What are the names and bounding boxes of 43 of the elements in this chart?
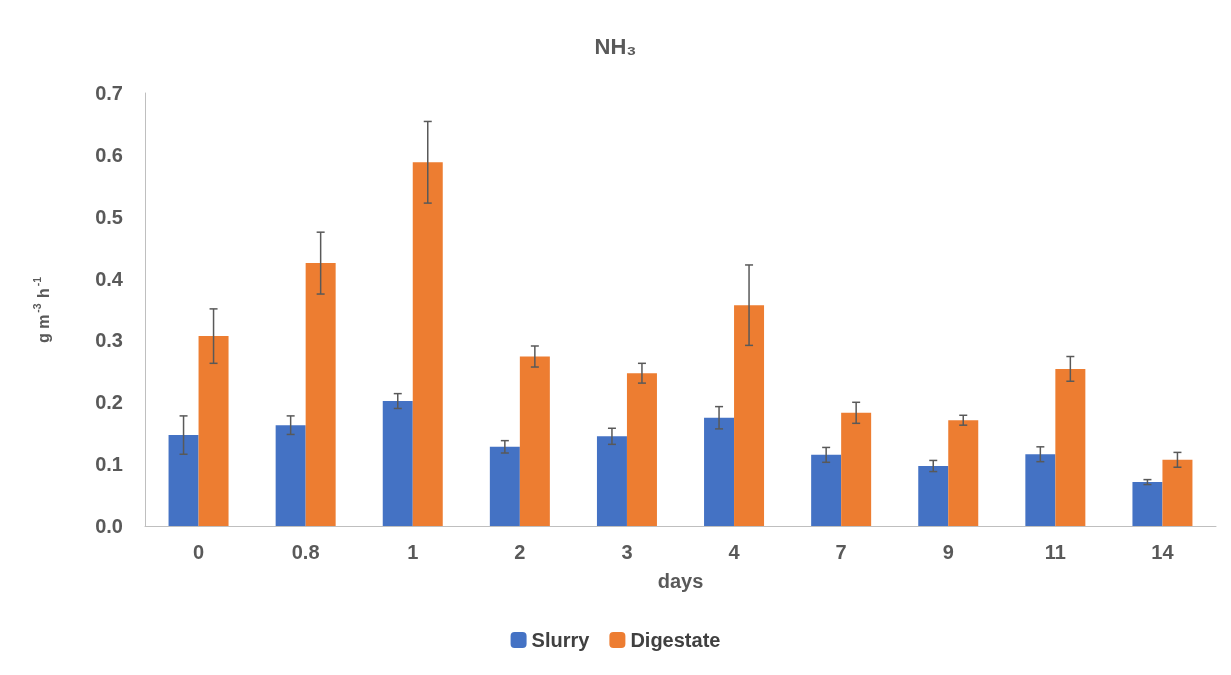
bar <box>734 305 765 526</box>
bar <box>626 373 657 526</box>
bar <box>1025 454 1056 526</box>
y-tick-label: 0.6 <box>95 143 123 166</box>
chart-title: NH₃ <box>594 33 637 59</box>
x-tick-label: 2 <box>514 541 526 563</box>
y-tick-label: 0.4 <box>95 267 124 290</box>
bar <box>519 356 550 526</box>
y-tick-label: 0.1 <box>95 453 123 476</box>
y-tick-label: 0.7 <box>95 82 123 104</box>
y-tick-label: 0.0 <box>95 515 123 537</box>
bar <box>412 162 443 526</box>
x-tick-label: 14 <box>1151 541 1175 563</box>
bar <box>948 420 979 526</box>
y-tick-label: 0.2 <box>95 391 123 414</box>
x-tick-label: 11 <box>1044 541 1066 563</box>
bar <box>198 336 229 526</box>
x-tick-label: 4 <box>728 541 741 563</box>
y-tick-label: 0.3 <box>95 329 123 352</box>
bar <box>275 425 306 526</box>
x-tick-label: 1 <box>407 541 419 563</box>
bar <box>489 446 520 526</box>
bar <box>382 401 413 526</box>
y-axis-title: g m-3 h-1 <box>32 276 53 344</box>
legend-label: Slurry <box>531 629 591 651</box>
x-tick-label: 0.8 <box>291 541 320 563</box>
x-tick-label: 9 <box>942 541 954 563</box>
y-tick-label: 0.5 <box>95 205 123 228</box>
bar <box>305 263 336 526</box>
x-tick-label: 0 <box>192 541 205 563</box>
bar <box>1162 459 1193 526</box>
bar <box>918 466 949 526</box>
bar <box>168 435 199 526</box>
bar <box>1055 368 1086 526</box>
x-tick-label: 3 <box>621 541 633 563</box>
bar <box>704 417 735 526</box>
legend-label: Digestate <box>630 629 721 651</box>
x-tick-label: 7 <box>835 541 847 563</box>
bar <box>811 454 842 526</box>
x-axis-title: days <box>657 570 704 592</box>
bar <box>1132 482 1163 526</box>
bar <box>841 412 872 526</box>
bar <box>596 436 627 526</box>
